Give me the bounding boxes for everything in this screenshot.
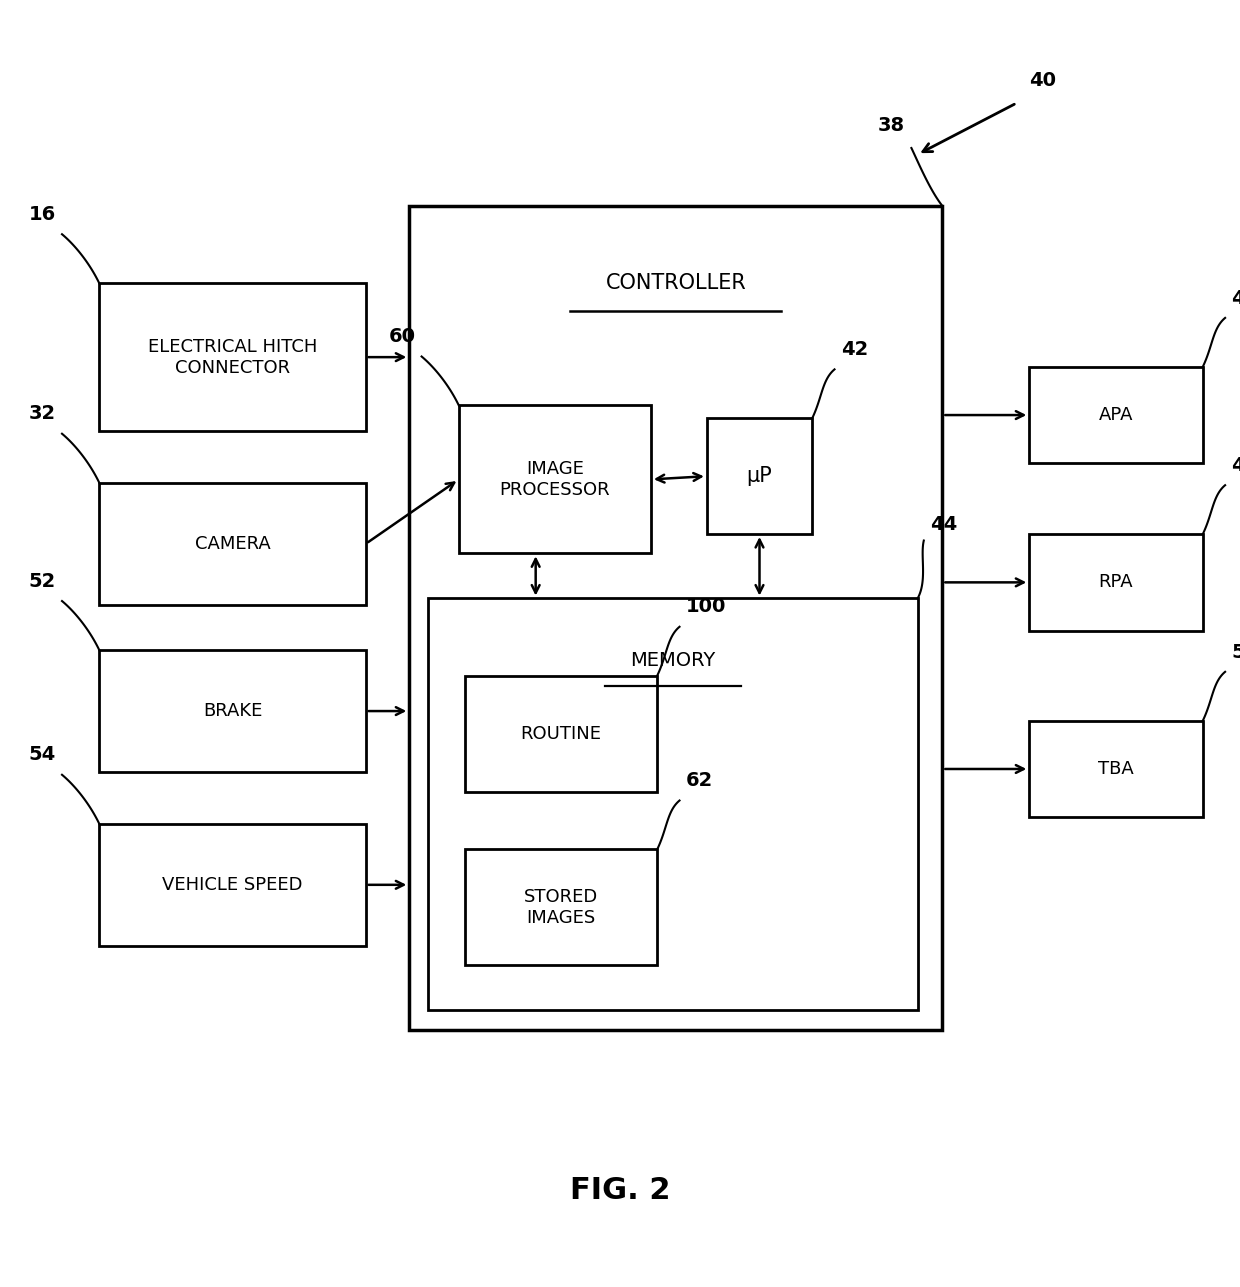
Text: 38: 38 <box>878 116 905 135</box>
Text: IMAGE
PROCESSOR: IMAGE PROCESSOR <box>500 459 610 499</box>
Bar <box>707 418 812 534</box>
Bar <box>1029 721 1203 817</box>
Bar <box>428 598 918 1010</box>
Text: 100: 100 <box>686 597 727 616</box>
Text: RPA: RPA <box>1099 574 1133 591</box>
Bar <box>465 849 657 965</box>
Text: BRAKE: BRAKE <box>203 703 262 719</box>
Text: STORED
IMAGES: STORED IMAGES <box>525 888 598 927</box>
Text: APA: APA <box>1099 407 1133 423</box>
Text: ELECTRICAL HITCH
CONNECTOR: ELECTRICAL HITCH CONNECTOR <box>148 337 317 377</box>
Text: 54: 54 <box>29 745 56 764</box>
Text: 40: 40 <box>1029 71 1056 90</box>
Bar <box>99 824 366 946</box>
Text: 42: 42 <box>841 340 868 359</box>
Text: 32: 32 <box>29 404 56 423</box>
Text: 60: 60 <box>388 327 415 346</box>
Text: 62: 62 <box>686 771 713 790</box>
Bar <box>1029 367 1203 463</box>
Text: VEHICLE SPEED: VEHICLE SPEED <box>162 876 303 893</box>
Text: CAMERA: CAMERA <box>195 535 270 552</box>
Text: CONTROLLER: CONTROLLER <box>605 273 746 293</box>
Bar <box>1029 534 1203 631</box>
Text: ROUTINE: ROUTINE <box>521 725 601 743</box>
Bar <box>99 283 366 431</box>
Text: 52: 52 <box>29 571 56 591</box>
Bar <box>409 206 942 1030</box>
Text: 48: 48 <box>1231 456 1240 475</box>
Text: 50: 50 <box>1231 642 1240 662</box>
Text: 46: 46 <box>1231 288 1240 308</box>
Bar <box>459 405 651 553</box>
Bar <box>99 483 366 605</box>
Bar <box>465 676 657 792</box>
Text: 16: 16 <box>29 205 56 224</box>
Text: MEMORY: MEMORY <box>630 651 715 669</box>
Text: TBA: TBA <box>1099 761 1133 777</box>
Text: μP: μP <box>746 466 773 486</box>
Bar <box>99 650 366 772</box>
Text: 44: 44 <box>930 515 957 534</box>
Text: FIG. 2: FIG. 2 <box>569 1176 671 1205</box>
